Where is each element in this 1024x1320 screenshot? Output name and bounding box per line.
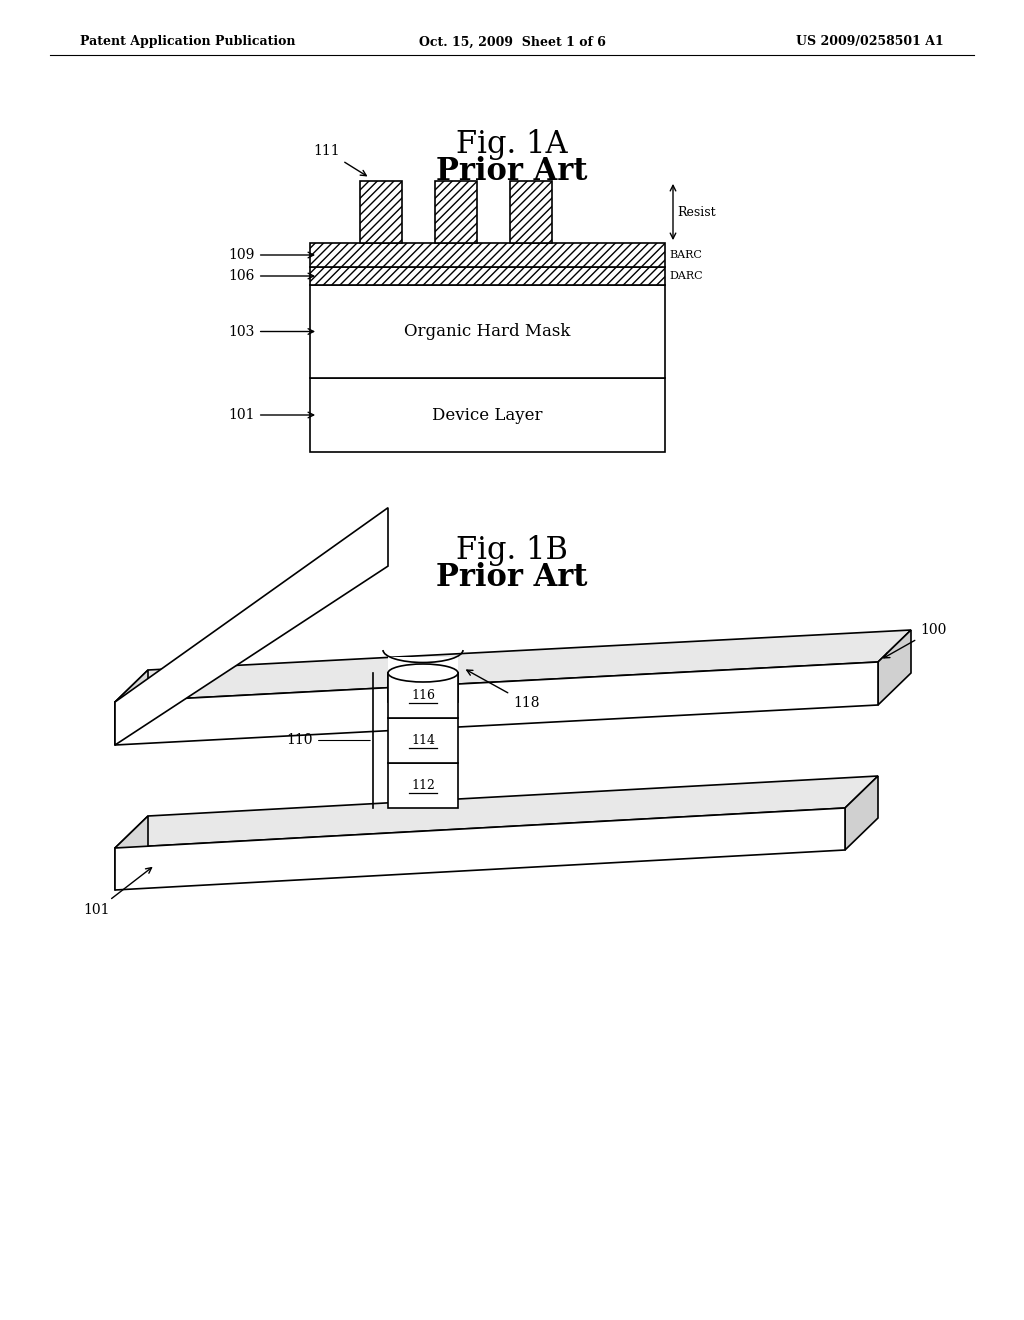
Text: 111: 111 [313,144,367,176]
Bar [310,243,665,267]
Polygon shape [115,508,388,744]
Text: 110: 110 [287,734,371,747]
Text: Fig. 1A: Fig. 1A [456,129,568,161]
Bar [310,267,665,285]
Text: Device Layer: Device Layer [432,407,543,424]
Bar [388,718,458,763]
Polygon shape [878,630,911,705]
Text: Oct. 15, 2009  Sheet 1 of 6: Oct. 15, 2009 Sheet 1 of 6 [419,36,605,49]
Text: 114: 114 [411,734,435,747]
Text: Organic Hard Mask: Organic Hard Mask [404,323,570,341]
Text: 118: 118 [467,671,540,710]
Bar [310,378,665,451]
Text: Prior Art: Prior Art [436,157,588,187]
Text: 106: 106 [228,269,313,282]
Polygon shape [115,671,148,744]
Polygon shape [115,663,878,744]
Bar [388,763,458,808]
Text: Prior Art: Prior Art [436,561,588,593]
Bar [435,181,477,243]
Text: BARC: BARC [669,249,701,260]
Text: 103: 103 [228,325,313,338]
Ellipse shape [388,664,458,682]
Polygon shape [115,630,911,702]
Text: Resist: Resist [677,206,716,219]
Text: 112: 112 [411,779,435,792]
Polygon shape [115,776,878,847]
Bar [388,657,458,702]
Text: 101: 101 [228,408,313,422]
Text: 101: 101 [84,867,152,917]
Polygon shape [115,816,148,890]
Text: Patent Application Publication: Patent Application Publication [80,36,296,49]
Text: DARC: DARC [669,271,702,281]
Polygon shape [845,776,878,850]
Bar [388,673,458,718]
Bar [510,181,552,243]
Bar [310,285,665,378]
Polygon shape [115,808,845,890]
Text: 116: 116 [411,689,435,702]
Text: Fig. 1B: Fig. 1B [456,535,568,565]
Text: 100: 100 [884,623,946,657]
Text: 109: 109 [228,248,313,261]
Text: US 2009/0258501 A1: US 2009/0258501 A1 [797,36,944,49]
Bar [360,181,402,243]
